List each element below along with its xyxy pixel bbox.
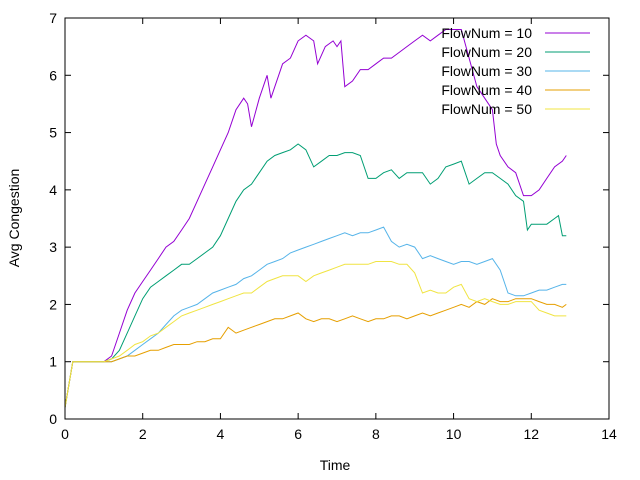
series-line <box>64 226 567 408</box>
x-tick-label: 12 <box>523 426 539 442</box>
legend-label: FlowNum = 30 <box>441 63 532 79</box>
legend-label: FlowNum = 20 <box>441 44 532 60</box>
series-line <box>64 29 567 408</box>
series-line <box>64 143 567 408</box>
y-tick-label: 0 <box>49 411 57 427</box>
x-tick-label: 6 <box>294 426 302 442</box>
series-line <box>64 261 567 408</box>
x-tick-label: 10 <box>446 426 462 442</box>
legend-label: FlowNum = 50 <box>441 101 532 117</box>
y-tick-label: 6 <box>49 67 57 83</box>
y-tick-label: 1 <box>49 354 57 370</box>
x-tick-label: 0 <box>61 426 69 442</box>
legend-label: FlowNum = 10 <box>441 25 532 41</box>
legend: FlowNum = 10 FlowNum = 20 FlowNum = 30 Flow… <box>441 25 590 117</box>
plot-frame <box>64 17 610 420</box>
y-tick-label: 5 <box>49 125 57 141</box>
series-layer <box>64 29 567 408</box>
x-axis-label: Time <box>320 457 351 473</box>
x-tick-label: 2 <box>139 426 147 442</box>
y-tick-label: 4 <box>49 182 57 198</box>
y-tick-label: 3 <box>49 239 57 255</box>
legend-label: FlowNum = 40 <box>441 82 532 98</box>
y-tick-label: 2 <box>49 296 57 312</box>
x-tick-label: 4 <box>217 426 225 442</box>
y-axis-label: Avg Congestion <box>6 169 22 268</box>
x-tick-label: 14 <box>601 426 617 442</box>
x-tick-label: 8 <box>372 426 380 442</box>
y-tick-label: 7 <box>49 10 57 26</box>
